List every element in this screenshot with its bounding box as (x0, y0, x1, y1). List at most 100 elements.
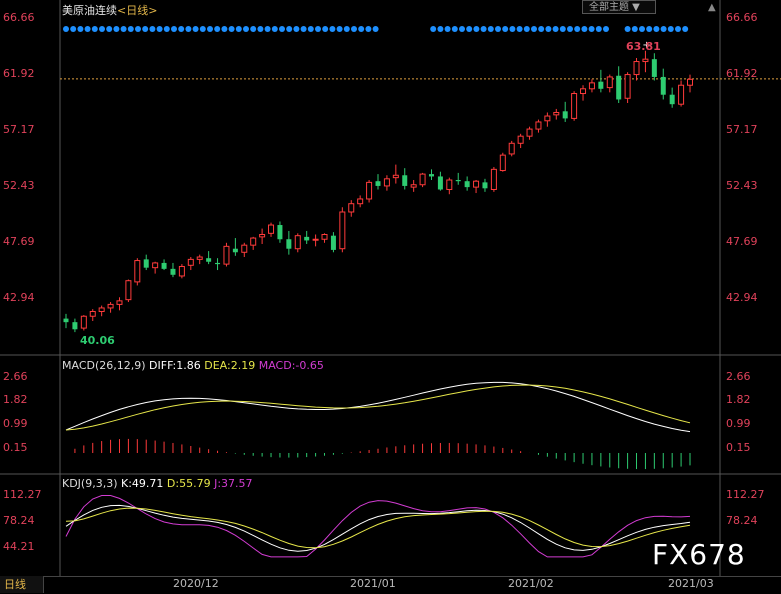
macd-axis-right-3: 0.15 (726, 441, 751, 454)
theme-dropdown-button[interactable]: 全部主题 ▼ (582, 0, 656, 14)
event-dot (639, 26, 645, 32)
candle-body (178, 265, 185, 277)
candle-body (250, 237, 257, 246)
kdj-j-line (65, 495, 691, 558)
candle-body (286, 239, 292, 249)
event-dot (631, 26, 638, 32)
high-annotation: 63.81 (626, 40, 661, 53)
macd-axis-left-0: 2.66 (3, 370, 28, 383)
candle-body (294, 235, 301, 250)
event-dot (495, 26, 501, 32)
candle-body (580, 88, 587, 95)
candle-body (437, 176, 443, 190)
event-dot (135, 26, 141, 32)
candle-body (455, 180, 461, 182)
event-dot (77, 26, 84, 32)
scroll-up-icon[interactable]: ▲ (708, 2, 716, 13)
event-dot (523, 26, 530, 32)
price-axis-left-4: 47.69 (3, 235, 35, 248)
event-dot (487, 26, 494, 32)
kdj-j: J:37.57 (214, 477, 253, 490)
kdj-header: KDJ(9,3,3) K:49.71 D:55.79 J:37.57 (62, 477, 253, 490)
candle-body (152, 262, 159, 269)
macd-axis-left-2: 0.99 (3, 417, 28, 430)
kdj-axis-left-2: 44.21 (3, 540, 35, 553)
event-dot (120, 26, 127, 32)
event-dot (91, 26, 98, 32)
candle-body (232, 248, 238, 253)
event-dot (163, 26, 170, 32)
event-dot (84, 26, 91, 32)
event-dot (300, 26, 307, 32)
price-axis-right-0: 66.66 (726, 11, 758, 24)
candle-body (134, 260, 141, 283)
candle-body (535, 121, 542, 130)
candle-body (562, 111, 568, 119)
event-dot (516, 26, 523, 32)
event-dot (595, 26, 602, 32)
candle-body (669, 94, 675, 105)
event-dot (624, 26, 631, 32)
event-dot (149, 26, 156, 32)
event-dot (545, 26, 552, 32)
event-dot (531, 26, 537, 32)
event-dot (171, 26, 177, 32)
candle-body (633, 61, 640, 76)
date-label-0: 2020/12 (173, 577, 219, 590)
candle-body (428, 174, 434, 177)
candle-body (392, 174, 399, 179)
price-axis-left-1: 61.92 (3, 67, 35, 80)
candle-body (624, 74, 631, 99)
instrument-name: 美原油连续 (62, 4, 117, 17)
event-dot (588, 26, 595, 32)
macd-value: MACD:-0.65 (258, 359, 324, 372)
candle-body (499, 154, 506, 172)
event-dot (178, 26, 185, 32)
date-label-1: 2021/01 (350, 577, 396, 590)
price-axis-left-0: 66.66 (3, 11, 35, 24)
candle-body (161, 262, 167, 269)
event-dot (70, 26, 77, 32)
macd-dea: DEA:2.19 (204, 359, 256, 372)
candle-body (339, 211, 346, 250)
event-dot (538, 26, 545, 32)
price-axis-right-3: 52.43 (726, 179, 758, 192)
event-dot (127, 26, 134, 32)
candle-body (375, 181, 381, 186)
candle-body (206, 258, 212, 262)
event-dot (459, 26, 465, 32)
event-dot (142, 26, 149, 32)
event-dot (235, 26, 242, 32)
date-label-3: 2021/03 (668, 577, 714, 590)
period-tab[interactable]: 日线 (0, 576, 44, 593)
candle-body (687, 78, 693, 86)
event-dot (675, 26, 681, 32)
event-dot (99, 26, 105, 32)
candle-body (366, 181, 373, 200)
event-dot (315, 26, 321, 32)
kdj-label: KDJ(9,3,3) (62, 477, 118, 490)
candle-body (482, 182, 488, 189)
candle-body (571, 93, 578, 119)
event-dot (113, 26, 120, 32)
candle-body (588, 82, 595, 90)
price-axis-right-1: 61.92 (726, 67, 758, 80)
candle-body (116, 300, 123, 305)
event-dot (257, 26, 264, 32)
kdj-k: K:49.71 (121, 477, 164, 490)
event-dot (574, 26, 581, 32)
price-axis-right-4: 47.69 (726, 235, 758, 248)
chart-title: 美原油连续<日线> (62, 2, 157, 18)
event-dot (559, 26, 566, 32)
candle-body (80, 315, 87, 329)
event-dot (660, 26, 667, 32)
candle-body (464, 181, 470, 188)
candle-body (98, 307, 105, 313)
event-dot (250, 26, 257, 32)
candle-body (410, 184, 417, 188)
candle-body (187, 258, 194, 266)
event-dot (444, 26, 451, 32)
event-dot (106, 26, 113, 32)
timeframe-label[interactable]: <日线> (117, 4, 158, 17)
